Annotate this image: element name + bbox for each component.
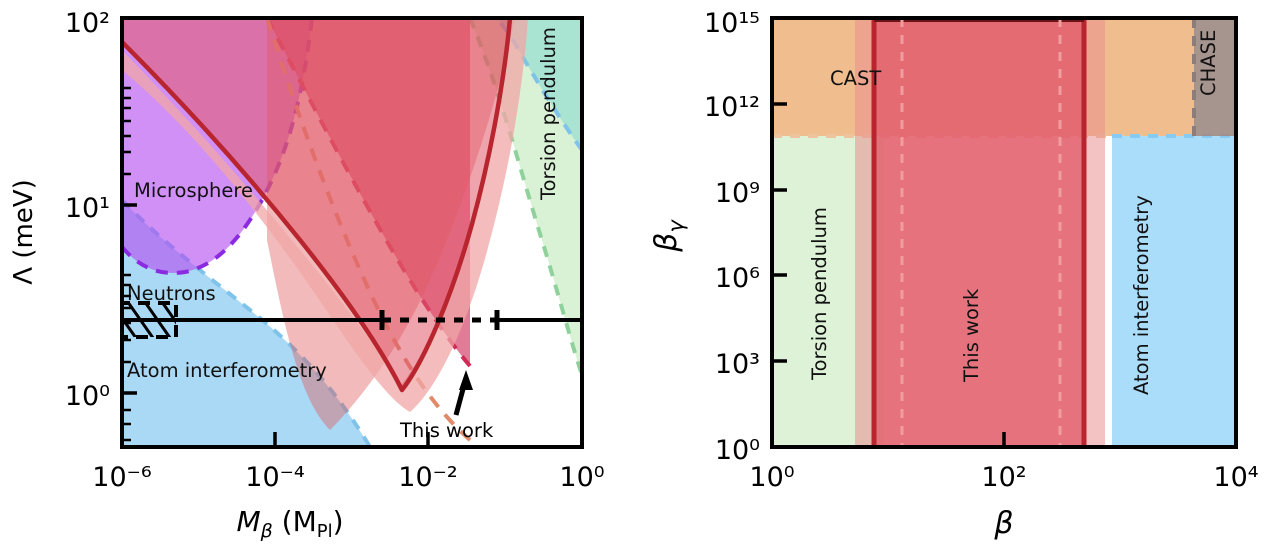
left-xtick-0: 10⁻⁶ [92, 462, 151, 493]
left-axes-frame [120, 16, 584, 449]
label-torsion-pendulum-left: Torsion pendulum [537, 27, 560, 201]
left-panel-svg: Microsphere Neutrons Atom interferometry… [9, 8, 605, 542]
left-y-major-ticks [122, 16, 137, 395]
right-ytick-1: 10³ [715, 349, 760, 380]
right-y-major-ticks [772, 16, 787, 449]
left-xaxis-title: Mβ (MPl) [236, 505, 343, 542]
annotation-this-work-left: This work [399, 419, 494, 442]
region-this-work-left [122, 18, 513, 393]
right-panel: CAST CHASE Torsion pendulum This work At… [640, 0, 1269, 553]
svg-text:Λ (meV): Λ (meV) [9, 179, 39, 284]
left-y-minor-ticks [122, 86, 131, 442]
label-atom-interferometry-left: Atom interferometry [127, 359, 327, 382]
region-chase-right [1192, 18, 1236, 136]
left-ytick-0: 10⁰ [65, 381, 110, 412]
sensitivity-line-left [122, 310, 582, 330]
label-microsphere-left: Microsphere [134, 179, 253, 202]
right-xtick-0: 10⁰ [749, 462, 794, 493]
left-xtick-2: 10⁻² [398, 462, 457, 493]
right-xtick-1: 10² [981, 462, 1026, 493]
label-cast-right: CAST [830, 67, 881, 90]
right-panel-svg: CAST CHASE Torsion pendulum This work At… [649, 8, 1259, 541]
left-xtick-1: 10⁻⁴ [245, 462, 304, 493]
right-ytick-5: 10¹⁵ [704, 8, 760, 39]
left-panel: Microsphere Neutrons Atom interferometry… [9, 8, 605, 542]
label-this-work-right: This work [960, 288, 983, 383]
right-ytick-4: 10¹² [704, 92, 760, 123]
svg-text:βγ: βγ [649, 219, 688, 253]
right-xaxis-title: β [993, 506, 1013, 541]
label-atom-interferometry-right: Atom interferometry [1130, 195, 1153, 395]
label-neutrons-left: Neutrons [127, 282, 216, 305]
label-chase-right: CHASE [1197, 30, 1220, 96]
right-xtick-2: 10⁴ [1213, 462, 1258, 493]
region-this-work-right [871, 18, 1087, 447]
region-atom-interferometry-right [1112, 134, 1236, 447]
region-this-work-inner-right [874, 18, 1084, 447]
left-xtick-3: 10⁰ [559, 462, 604, 493]
left-ytick-2: 10² [65, 8, 110, 39]
right-x-major-ticks [770, 432, 1238, 447]
right-ytick-2: 10⁶ [715, 263, 760, 294]
this-work-arrow-left [453, 370, 473, 416]
left-x-major-ticks [120, 432, 584, 447]
svg-text:Mβ (MPl): Mβ (MPl) [236, 505, 343, 542]
right-ytick-3: 10⁹ [715, 178, 760, 209]
right-ytick-0: 10⁰ [715, 435, 760, 466]
left-ytick-1: 10¹ [65, 193, 110, 224]
label-torsion-pendulum-right: Torsion pendulum [808, 207, 831, 381]
left-yaxis-title: Λ (meV) [9, 179, 39, 284]
right-yaxis-title: βγ [649, 219, 688, 253]
